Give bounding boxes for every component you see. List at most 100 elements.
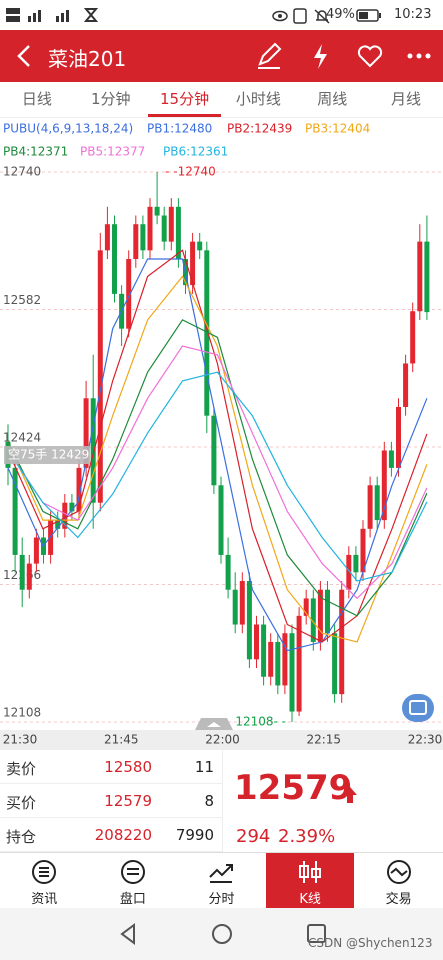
candle-body [104, 224, 110, 251]
quote-volume: 8 [204, 792, 214, 810]
candle-body [225, 554, 231, 590]
collapse-arrow [207, 722, 221, 727]
candle-body [12, 467, 18, 555]
low-annotation: 12108- - [235, 715, 286, 729]
candle-body [303, 598, 309, 616]
nav-icon [209, 864, 234, 883]
header-actions[interactable] [256, 42, 436, 70]
indicator-label: PUBU(4,6,9,13,18,24) [3, 122, 133, 136]
candle-body [396, 406, 401, 468]
nav-item[interactable]: 交易 [354, 853, 443, 908]
x-tick-label: 21:45 [104, 733, 139, 747]
fab-icon [409, 700, 427, 715]
nav-item[interactable]: 盘口 [89, 853, 178, 908]
back-button[interactable] [14, 44, 34, 68]
nav-icon [120, 860, 145, 884]
bottom-nav: 资讯 盘口 分时 K线 交易 [0, 852, 443, 908]
time-axis-band [0, 730, 443, 750]
quote-row: 持仓 208220 7990 [0, 818, 222, 852]
candle-body [239, 581, 245, 625]
divider [222, 750, 223, 852]
x-tick-label: 22:15 [306, 733, 341, 747]
legend-entry: PB1:12480 [147, 122, 212, 136]
ma-line [7, 319, 428, 617]
nav-item[interactable]: K线 [265, 853, 355, 908]
title: 菜油201 [48, 47, 127, 71]
legend-entry: PB5:12377 [80, 145, 145, 159]
candle-body [261, 624, 267, 677]
nav-icon [386, 860, 411, 884]
candle-body [346, 554, 352, 590]
legend-entry: PB3:12404 [305, 122, 370, 136]
candle-body [90, 398, 96, 503]
candle-body [388, 450, 394, 468]
candle-body [190, 241, 196, 286]
clock: 10:23 [394, 7, 432, 22]
period-tab[interactable]: 1分钟 [90, 90, 131, 108]
up-arrow [343, 787, 357, 803]
quote-price: 208220 [94, 826, 152, 844]
y-tick-label: 12108 [3, 706, 41, 720]
candle-body [83, 398, 89, 468]
candle-body [296, 615, 302, 712]
system-nav-icons[interactable] [0, 908, 443, 960]
nav-label: 分时 [208, 892, 235, 907]
candle-body [410, 311, 416, 364]
y-tick-label: 12740 [3, 165, 41, 179]
period-tab[interactable]: 15分钟 [147, 82, 222, 117]
period-tab[interactable]: 周线 [317, 90, 348, 108]
kline-chart: PUBU(4,6,9,13,18,24) PB1:12480 PB2:12439 PB… [0, 122, 443, 750]
candle-body [310, 598, 316, 642]
x-tick-label: 22:00 [205, 733, 240, 747]
candle-body [282, 633, 288, 686]
period-tab[interactable]: 月线 [391, 90, 422, 108]
legend-entry: PB2:12439 [227, 122, 292, 136]
period-tab[interactable]: 日线 [21, 90, 52, 108]
change: 294 [236, 826, 271, 847]
candle-body [33, 537, 39, 564]
nav-label: 资讯 [31, 892, 58, 907]
legend-entry: PB4:12371 [3, 145, 68, 159]
ma-line [7, 258, 428, 652]
candle-body [289, 633, 295, 712]
quote-volume: 11 [194, 758, 214, 776]
nav-label: 盘口 [119, 892, 146, 907]
candle-body [62, 502, 68, 529]
candle-body [424, 241, 430, 313]
candle-body [175, 206, 181, 260]
signal-icons [6, 8, 99, 22]
ma-line [7, 371, 428, 582]
candle-body [204, 250, 210, 416]
candle-body [417, 241, 423, 312]
period-tab[interactable]: 小时线 [235, 90, 281, 108]
y-tick-label: 12424 [3, 431, 41, 445]
position-tag: 空75手 12429 [8, 448, 89, 462]
candle-body [268, 641, 274, 677]
quote-volume: 7990 [175, 826, 214, 844]
candle-body [218, 485, 224, 555]
candle-body [147, 206, 153, 251]
nav-label: K线 [299, 892, 321, 907]
candle-body [161, 215, 167, 242]
change-pct: 2.39% [278, 826, 336, 847]
nav-item[interactable]: 分时 [177, 853, 266, 908]
battery-icon [356, 9, 381, 22]
candle-body [112, 224, 117, 294]
x-tick-label: 21:30 [3, 733, 38, 747]
candle-body [353, 554, 359, 573]
candle-body [246, 581, 252, 660]
nav-item[interactable]: 资讯 [0, 853, 89, 908]
candle-body [367, 485, 373, 529]
fab-button[interactable] [402, 694, 434, 722]
ma-line [7, 345, 428, 600]
candle-body [254, 624, 259, 660]
status-bar: 49% 10:23 [0, 0, 443, 30]
candle-body [275, 641, 281, 686]
candle-body [55, 520, 61, 529]
quote-price: 12579 [104, 792, 152, 810]
quote-price: 12580 [104, 758, 152, 776]
nav-label: 交易 [385, 892, 412, 907]
period-tabs: 日线 1分钟 15分钟 小时线 周线 月线 [0, 82, 443, 118]
candle-body [211, 415, 217, 486]
watermark: CSDN @Shychen123 [308, 936, 433, 950]
